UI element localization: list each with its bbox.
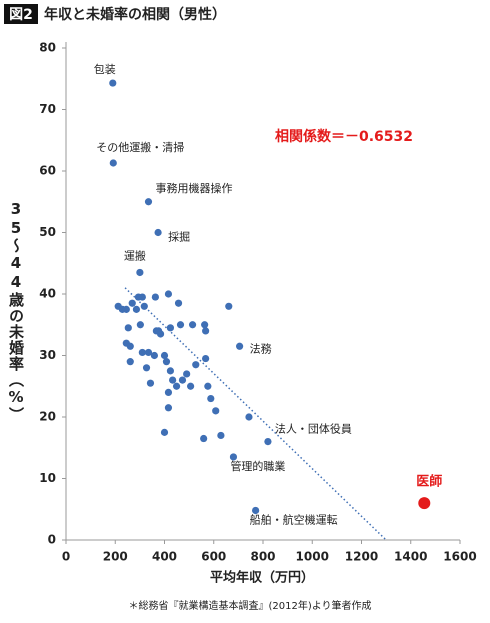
data-point [109,79,117,87]
data-point [202,354,210,363]
data-point [140,302,148,310]
x-tick-label: 400 [152,550,177,564]
y-tick-label: 40 [39,287,56,301]
data-point [169,376,177,384]
y-tick-label: 0 [48,533,56,547]
trend-line [124,287,387,541]
data-point [229,453,238,461]
point-label: 医師 [416,474,442,490]
y-tick-label: 30 [39,348,56,362]
data-point [207,394,215,403]
data-point [174,299,183,307]
x-tick-label: 1200 [345,550,378,564]
data-point [264,438,272,446]
data-point [252,506,260,515]
data-point [164,290,173,298]
data-point [164,404,173,412]
y-axis-label: 35〜44歳の未婚率（%） [7,200,25,423]
data-point [164,388,173,396]
data-point [166,367,175,375]
data-point [122,305,130,313]
data-point [151,293,159,301]
data-point [187,382,195,390]
data-point [136,268,144,277]
data-point [138,348,146,357]
data-point [212,407,220,415]
data-point [126,358,134,366]
data-point [144,198,153,206]
point-label: その他運搬・清掃 [96,140,184,154]
y-tick-label: 60 [39,164,56,178]
data-point [418,497,431,510]
title-badge-bg [4,4,38,24]
x-tick-label: 800 [250,550,275,564]
point-label: 包装 [94,63,116,76]
x-tick-label: 1400 [394,550,427,564]
data-point [146,379,155,387]
data-point [142,364,151,372]
data-point [124,324,132,332]
data-point [225,302,233,310]
point-label: 管理的職業 [230,459,285,473]
data-point [200,434,208,443]
data-point [236,342,244,350]
y-tick-label: 80 [39,41,56,55]
chart-title: 年収と未婚率の相関（男性） [44,6,226,23]
point-label: 法人・団体役員 [275,422,352,436]
data-point [144,348,153,357]
data-point [176,321,185,329]
data-point [183,370,191,378]
data-point [134,293,142,301]
y-tick-label: 10 [39,471,56,485]
data-point [160,351,169,360]
data-point [245,413,253,421]
data-point [150,351,159,360]
data-point [154,228,162,237]
data-point [166,324,175,332]
data-point [192,361,200,369]
data-point [178,376,187,384]
x-tick-label: 1000 [296,550,329,564]
data-point [128,299,136,307]
point-label: 事務用機器操作 [155,181,232,195]
data-point [136,321,144,329]
y-tick-label: 50 [39,225,56,239]
point-label: 船舶・航空機運転 [250,512,338,526]
data-point [132,305,141,313]
data-point [160,428,169,436]
point-label: 運搬 [124,248,146,262]
point-label: 採掘 [168,230,190,244]
data-point [202,327,210,335]
data-point [217,431,225,440]
data-point [126,342,134,350]
data-point [162,358,171,366]
source-note: ＊総務省『就業構造基本調査』(2012年)より筆者作成 [128,599,371,612]
x-axis-label: 平均年収（万円） [210,570,314,586]
x-tick-label: 600 [201,550,226,564]
y-tick-label: 70 [39,102,56,116]
y-tick-label: 20 [39,410,56,424]
annotation: 相関係数＝－0.6532 [275,128,413,145]
point-label: 法務 [250,341,272,355]
data-point [204,382,212,390]
x-tick-label: 0 [62,550,70,564]
data-point [109,159,117,167]
data-point [156,330,165,338]
x-tick-label: 1600 [443,550,476,564]
data-point [188,321,197,329]
data-point [172,382,181,390]
data-point [201,321,209,329]
title-badge: 図2 [9,7,33,23]
x-tick-label: 200 [103,550,128,564]
